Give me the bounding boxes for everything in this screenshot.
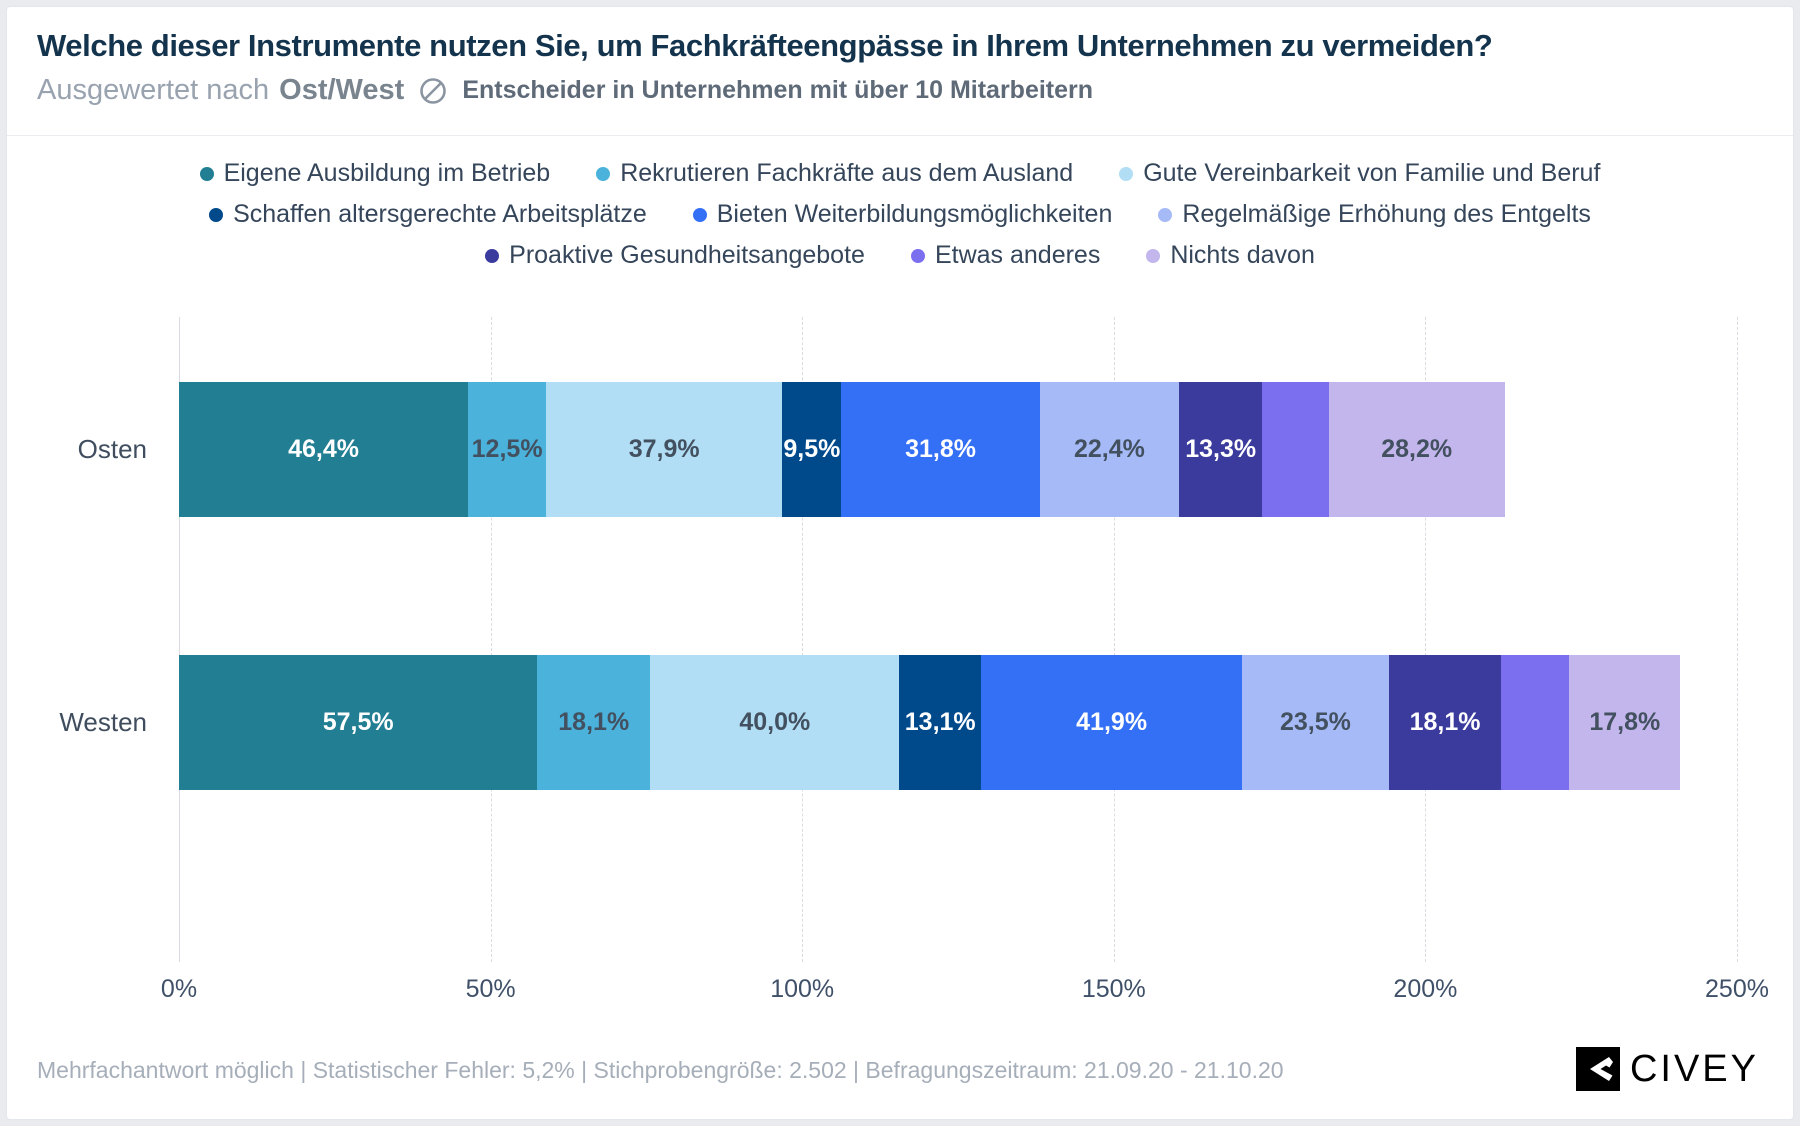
- x-axis-tick-label: 200%: [1393, 975, 1458, 1003]
- legend-dot-icon: [910, 248, 925, 263]
- legend-item[interactable]: Etwas anderes: [910, 241, 1101, 270]
- legend-row: Proaktive Gesundheitsangebote Etwas ander…: [7, 235, 1793, 276]
- legend-label: Regelmäßige Erhöhung des Entgelts: [1182, 200, 1591, 228]
- legend-item[interactable]: Rekrutieren Fachkräfte aus dem Ausland: [596, 159, 1073, 188]
- gridline: [490, 317, 492, 962]
- category-label: Westen: [59, 707, 147, 737]
- page-title: Welche dieser Instrumente nutzen Sie, um…: [37, 28, 1493, 63]
- header-divider: [7, 135, 1793, 136]
- legend-label: Proaktive Gesundheitsangebote: [509, 241, 865, 269]
- x-axis-tick-label: 250%: [1705, 975, 1769, 1003]
- civey-logo: CIVEY: [1575, 1047, 1759, 1091]
- segment-value-label: 41,9%: [1076, 708, 1148, 736]
- gridline: [802, 317, 804, 962]
- legend-item[interactable]: Bieten Weiterbildungsmöglichkeiten: [692, 200, 1113, 229]
- bar-segment[interactable]: 18,1%: [537, 655, 651, 790]
- survey-meta-text: Mehrfachantwort möglich | Statistischer …: [37, 1057, 1284, 1083]
- legend-item[interactable]: Schaffen altersgerechte Arbeitsplätze: [209, 200, 647, 229]
- chart-header: Welche dieser Instrumente nutzen Sie, um…: [37, 27, 1763, 107]
- bar-segment[interactable]: 23,5%: [1242, 655, 1389, 790]
- segment-value-label: 46,4%: [288, 435, 360, 463]
- legend-dot-icon: [1146, 248, 1161, 263]
- segment-value-label: 31,8%: [905, 435, 976, 463]
- bar-segment[interactable]: 22,4%: [1039, 382, 1180, 517]
- bar-segment[interactable]: 31,8%: [841, 382, 1040, 517]
- legend-dot-icon: [199, 166, 214, 181]
- civey-logo-text: CIVEY: [1629, 1047, 1759, 1090]
- x-axis-tick-label: 0%: [160, 975, 198, 1003]
- bar-row: Westen 57,5% 18,1% 40,0% 13,1% 41,9% 23,5% 18,1…: [7, 655, 1793, 790]
- x-axis-tick-label: 150%: [1081, 975, 1146, 1003]
- bar-row: Osten 46,4% 12,5% 37,9% 9,5% 31,8% 22,4% 13,3% 2…: [7, 382, 1793, 517]
- civey-logo-icon: [1575, 1047, 1620, 1091]
- bar-segment[interactable]: 17,8%: [1569, 655, 1681, 790]
- bar-segment[interactable]: 9,5%: [782, 382, 842, 517]
- segment-value-label: 9,5%: [783, 435, 841, 463]
- segment-value-label: 23,5%: [1279, 708, 1351, 736]
- x-axis-tick-label: 50%: [465, 975, 516, 1003]
- legend-item[interactable]: Nichts davon: [1146, 241, 1315, 270]
- segment-value-label: 57,5%: [322, 708, 394, 736]
- legend-row: Eigene Ausbildung im Betrieb Rekrutieren …: [7, 153, 1793, 194]
- segment-value-label: 12,5%: [471, 435, 543, 463]
- legend-item[interactable]: Eigene Ausbildung im Betrieb: [199, 159, 551, 188]
- chart-legend: Eigene Ausbildung im Betrieb Rekrutieren …: [7, 153, 1793, 276]
- x-axis-tick-label: 100%: [770, 975, 835, 1003]
- bar-segment[interactable]: 57,5%: [179, 655, 538, 790]
- legend-dot-icon: [596, 166, 611, 181]
- gridline: [1737, 317, 1738, 962]
- chart-card: Welche dieser Instrumente nutzen Sie, um…: [6, 6, 1794, 1120]
- bar-segment[interactable]: 28,2%: [1328, 382, 1505, 517]
- segment-value-label: 18,1%: [1409, 708, 1481, 736]
- legend-item[interactable]: Gute Vereinbarkeit von Familie und Beruf: [1119, 159, 1600, 188]
- legend-label: Eigene Ausbildung im Betrieb: [223, 159, 551, 187]
- legend-row: Schaffen altersgerechte Arbeitsplätze Bie…: [7, 194, 1793, 235]
- gridline: [1425, 317, 1427, 962]
- chart-subtitle: Ausgewertet nach Ost/West Entscheider in…: [37, 74, 1763, 107]
- legend-label: Schaffen altersgerechte Arbeitsplätze: [233, 200, 647, 228]
- bar-segment[interactable]: 13,3%: [1179, 382, 1263, 517]
- bar-segment[interactable]: 13,1%: [899, 655, 982, 790]
- bar-segment[interactable]: 41,9%: [981, 655, 1243, 790]
- legend-label: Rekrutieren Fachkräfte aus dem Ausland: [620, 159, 1074, 187]
- legend-label: Etwas anderes: [934, 241, 1101, 269]
- segment-value-label: 13,1%: [904, 708, 976, 736]
- legend-dot-icon: [1158, 207, 1173, 222]
- bar-segment[interactable]: 18,1%: [1388, 655, 1502, 790]
- segment-value-label: 13,3%: [1185, 435, 1257, 463]
- legend-item[interactable]: Regelmäßige Erhöhung des Entgelts: [1158, 200, 1591, 229]
- segment-value-label: 17,8%: [1589, 708, 1661, 736]
- category-label: Osten: [77, 434, 147, 464]
- bar-segment[interactable]: [1262, 382, 1329, 517]
- legend-label: Nichts davon: [1170, 241, 1315, 269]
- subtitle-population: Entscheider in Unternehmen mit über 10 M…: [462, 76, 1094, 105]
- bar-segment[interactable]: [1501, 655, 1570, 790]
- legend-label: Bieten Weiterbildungsmöglichkeiten: [716, 200, 1113, 228]
- circle-slash-icon: [418, 76, 448, 106]
- legend-item[interactable]: Proaktive Gesundheitsangebote: [485, 241, 865, 270]
- bar-segment[interactable]: 12,5%: [468, 382, 547, 517]
- bar-segment[interactable]: 40,0%: [650, 655, 900, 790]
- segment-value-label: 18,1%: [558, 708, 630, 736]
- segment-value-label: 22,4%: [1073, 435, 1145, 463]
- segment-value-label: 28,2%: [1381, 435, 1453, 463]
- subtitle-group-label: Ost/West: [279, 74, 405, 107]
- plot-area: 0% 50% 100% 150% 200% 250% Osten 46,4% 12,5% 37,9…: [7, 307, 1793, 1007]
- bar-segment[interactable]: 46,4%: [179, 382, 469, 517]
- subtitle-prefix: Ausgewertet nach: [37, 74, 270, 107]
- segment-value-label: 40,0%: [739, 708, 811, 736]
- bar-segment[interactable]: 37,9%: [546, 382, 783, 517]
- chart-footer: Mehrfachantwort möglich | Statistischer …: [37, 1047, 1763, 1095]
- gridline: [179, 317, 180, 962]
- legend-dot-icon: [1119, 166, 1134, 181]
- legend-dot-icon: [485, 248, 500, 263]
- segment-value-label: 37,9%: [628, 435, 700, 463]
- legend-dot-icon: [209, 207, 224, 222]
- legend-label: Gute Vereinbarkeit von Familie und Beruf: [1143, 159, 1601, 187]
- gridline: [1113, 317, 1115, 962]
- legend-dot-icon: [692, 207, 707, 222]
